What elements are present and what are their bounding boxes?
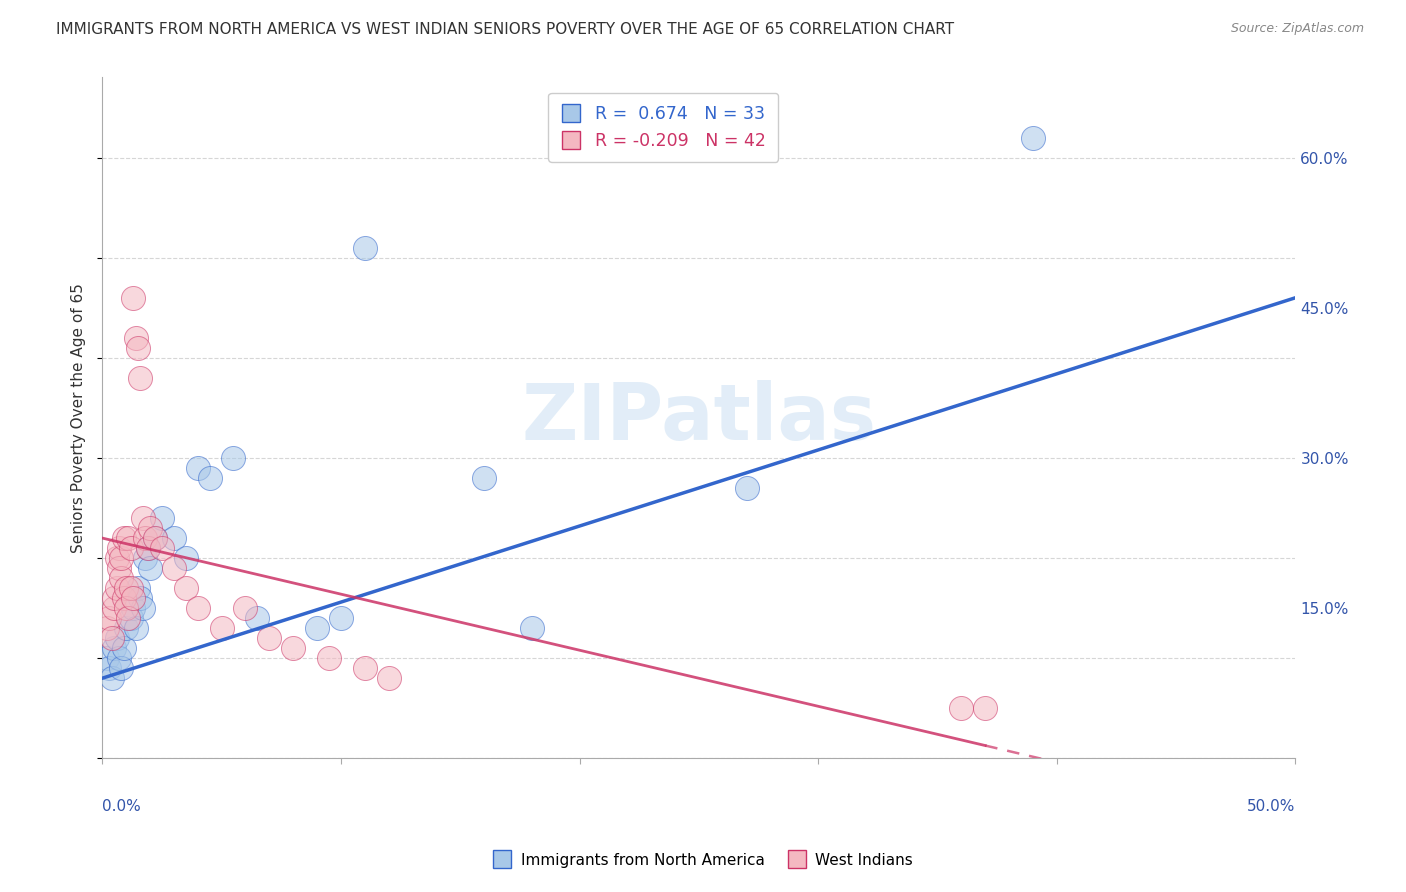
Legend: R =  0.674   N = 33, R = -0.209   N = 42: R = 0.674 N = 33, R = -0.209 N = 42 bbox=[548, 93, 778, 162]
Point bbox=[198, 471, 221, 485]
Point bbox=[174, 551, 197, 566]
Point bbox=[305, 621, 328, 635]
Point bbox=[136, 541, 159, 555]
Point bbox=[115, 621, 138, 635]
Point bbox=[281, 641, 304, 656]
Point bbox=[108, 541, 131, 555]
Point bbox=[222, 450, 245, 465]
Point bbox=[112, 531, 135, 545]
Point bbox=[353, 661, 375, 675]
Point bbox=[353, 241, 375, 255]
Point bbox=[96, 651, 118, 665]
Point bbox=[187, 601, 209, 615]
Point bbox=[124, 621, 146, 635]
Text: 50.0%: 50.0% bbox=[1247, 799, 1295, 814]
Point bbox=[259, 631, 281, 645]
Point bbox=[129, 591, 152, 606]
Point bbox=[318, 651, 340, 665]
Text: 0.0%: 0.0% bbox=[103, 799, 141, 814]
Text: IMMIGRANTS FROM NORTH AMERICA VS WEST INDIAN SENIORS POVERTY OVER THE AGE OF 65 : IMMIGRANTS FROM NORTH AMERICA VS WEST IN… bbox=[56, 22, 955, 37]
Point bbox=[117, 531, 139, 545]
Point bbox=[127, 581, 149, 595]
Point bbox=[174, 581, 197, 595]
Point bbox=[105, 551, 128, 566]
Point bbox=[124, 331, 146, 345]
Text: Source: ZipAtlas.com: Source: ZipAtlas.com bbox=[1230, 22, 1364, 36]
Point bbox=[163, 531, 186, 545]
Point bbox=[136, 541, 159, 555]
Legend: Immigrants from North America, West Indians: Immigrants from North America, West Indi… bbox=[486, 847, 920, 873]
Point bbox=[117, 611, 139, 625]
Point bbox=[100, 631, 122, 645]
Point bbox=[150, 511, 173, 525]
Point bbox=[150, 541, 173, 555]
Point bbox=[377, 671, 399, 685]
Point bbox=[103, 641, 125, 656]
Point bbox=[211, 621, 233, 635]
Point bbox=[143, 531, 166, 545]
Point bbox=[120, 611, 142, 625]
Point bbox=[735, 481, 758, 495]
Point bbox=[103, 601, 125, 615]
Point bbox=[139, 561, 162, 575]
Point bbox=[974, 701, 997, 715]
Point bbox=[120, 581, 142, 595]
Point bbox=[115, 601, 138, 615]
Point bbox=[127, 341, 149, 355]
Point bbox=[143, 531, 166, 545]
Point bbox=[134, 551, 156, 566]
Point bbox=[122, 601, 145, 615]
Y-axis label: Seniors Poverty Over the Age of 65: Seniors Poverty Over the Age of 65 bbox=[72, 283, 86, 553]
Point bbox=[110, 571, 132, 585]
Point bbox=[98, 611, 121, 625]
Point bbox=[105, 581, 128, 595]
Point bbox=[110, 551, 132, 566]
Point bbox=[108, 651, 131, 665]
Point bbox=[139, 521, 162, 535]
Point bbox=[98, 661, 121, 675]
Point bbox=[129, 371, 152, 385]
Point bbox=[134, 531, 156, 545]
Point bbox=[329, 611, 352, 625]
Point bbox=[163, 561, 186, 575]
Point bbox=[105, 631, 128, 645]
Point bbox=[235, 601, 257, 615]
Point bbox=[96, 621, 118, 635]
Point bbox=[950, 701, 973, 715]
Point bbox=[103, 591, 125, 606]
Point bbox=[110, 661, 132, 675]
Point bbox=[108, 561, 131, 575]
Point bbox=[520, 621, 543, 635]
Point bbox=[122, 291, 145, 305]
Point bbox=[1022, 130, 1045, 145]
Point bbox=[187, 461, 209, 475]
Point bbox=[115, 581, 138, 595]
Point bbox=[100, 671, 122, 685]
Point bbox=[112, 641, 135, 656]
Point bbox=[132, 511, 155, 525]
Point bbox=[112, 591, 135, 606]
Point bbox=[472, 471, 495, 485]
Point bbox=[246, 611, 269, 625]
Text: ZIPatlas: ZIPatlas bbox=[522, 380, 876, 456]
Point bbox=[120, 541, 142, 555]
Point bbox=[122, 591, 145, 606]
Point bbox=[132, 601, 155, 615]
